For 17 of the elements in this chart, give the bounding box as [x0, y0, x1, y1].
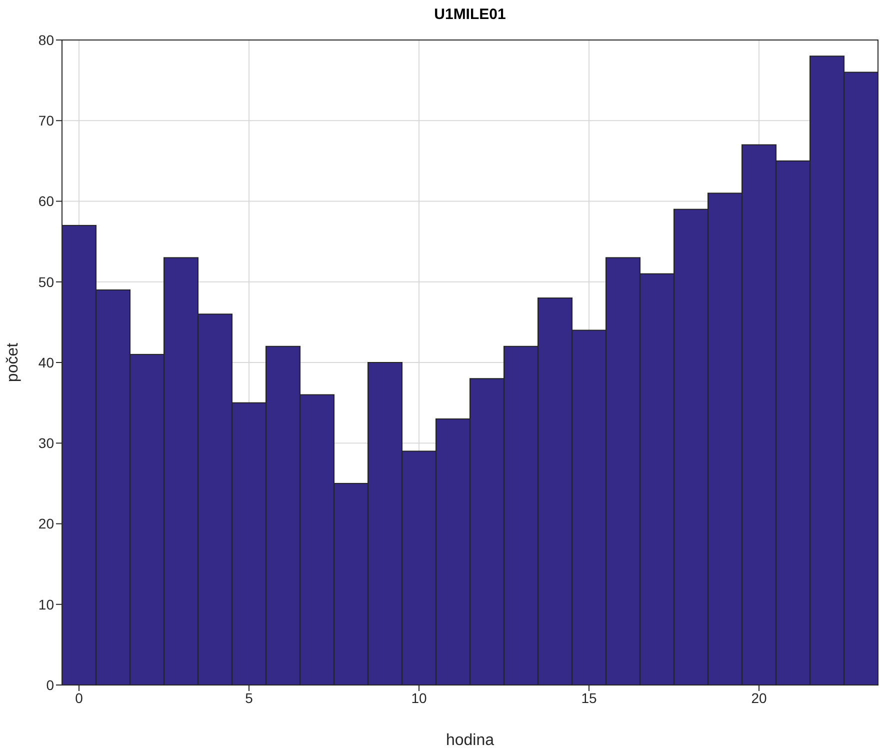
- chart-title: U1MILE01: [433, 6, 507, 23]
- x-tick-label: 15: [581, 690, 597, 706]
- y-tick-label: 70: [38, 112, 54, 129]
- y-tick-label: 50: [38, 274, 54, 290]
- y-tick-label: 10: [38, 596, 54, 612]
- y-tick-label: 80: [38, 32, 54, 48]
- y-tick-label: 40: [38, 354, 54, 370]
- x-tick-label: 5: [245, 690, 254, 706]
- y-axis-title: počet: [4, 342, 22, 382]
- x-tick-label: 0: [75, 690, 84, 706]
- x-tick-label: 20: [751, 690, 767, 706]
- y-tick-label: 0: [46, 676, 54, 693]
- x-axis-title: hodina: [446, 732, 494, 749]
- x-tick-label: 10: [411, 690, 427, 706]
- y-tick-label: 30: [38, 435, 54, 452]
- y-tick-label: 20: [38, 516, 54, 532]
- y-tick-label: 60: [38, 193, 54, 210]
